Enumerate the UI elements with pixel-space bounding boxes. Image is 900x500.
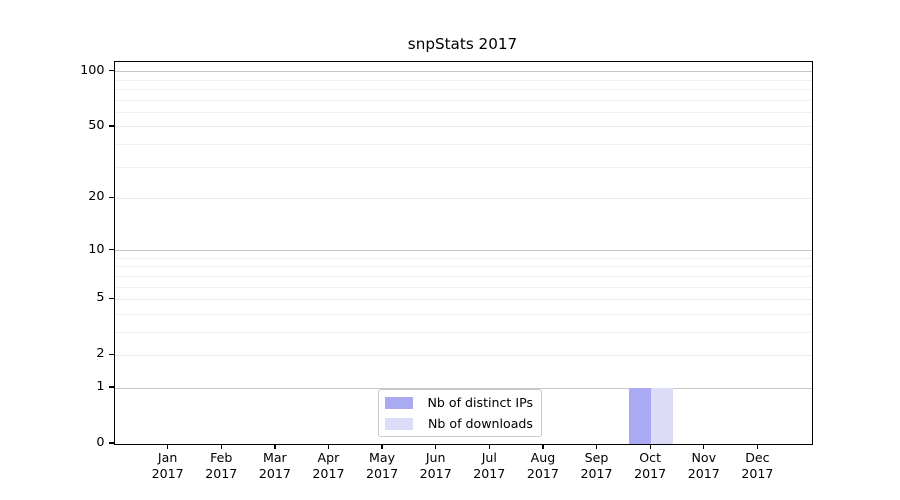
- x-tick-year: 2017: [258, 465, 291, 481]
- x-tick-mark: [542, 444, 544, 450]
- y-tick-mark: [108, 70, 114, 72]
- minor-gridline: [115, 111, 812, 113]
- x-tick-year: 2017: [473, 465, 506, 481]
- minor-gridline: [115, 257, 812, 259]
- x-tick-label: Jun 2017: [404, 450, 468, 481]
- y-tick-mark: [108, 297, 114, 300]
- legend-label: Nb of distinct IPs: [427, 395, 533, 410]
- bar-distinct-ips: [629, 388, 652, 444]
- y-tick-label: 100: [80, 62, 105, 78]
- x-tick-mark: [381, 444, 383, 450]
- x-tick-label: Dec 2017: [725, 450, 789, 481]
- minor-gridline: [115, 166, 812, 168]
- minor-gridline: [115, 331, 812, 333]
- x-tick-month: Jun: [425, 450, 446, 465]
- x-tick-month: Feb: [210, 450, 233, 465]
- x-tick-year: 2017: [419, 465, 452, 481]
- x-tick-month: Oct: [639, 450, 662, 465]
- x-tick-mark: [756, 444, 759, 450]
- y-tick-label: 5: [96, 290, 105, 306]
- y-tick-mark: [108, 386, 114, 388]
- legend-item: Nb of downloads: [385, 415, 533, 432]
- major-gridline: [115, 71, 812, 73]
- x-tick-mark: [595, 444, 598, 450]
- legend-label: Nb of downloads: [427, 416, 533, 431]
- x-tick-label: Oct 2017: [618, 450, 682, 481]
- x-tick-label: Sep 2017: [565, 450, 629, 481]
- x-tick-label: Aug 2017: [511, 450, 575, 481]
- x-tick-month: Mar: [262, 450, 287, 465]
- x-tick-year: 2017: [366, 465, 399, 481]
- minor-gridline: [115, 143, 812, 145]
- x-tick-year: 2017: [526, 465, 559, 481]
- x-tick-month: Sep: [584, 450, 609, 465]
- plot-area: [114, 61, 813, 445]
- x-tick-month: Apr: [317, 450, 340, 465]
- bar-downloads: [651, 388, 674, 444]
- x-tick-label: Jul 2017: [457, 450, 521, 481]
- x-tick-mark: [488, 444, 490, 450]
- x-tick-label: Jan 2017: [136, 450, 200, 481]
- legend: Nb of distinct IPs Nb of downloads: [378, 389, 542, 437]
- major-gridline: [115, 250, 812, 252]
- y-tick-mark: [108, 125, 114, 127]
- x-tick-year: 2017: [741, 465, 774, 481]
- x-tick-label: Mar 2017: [243, 450, 307, 481]
- minor-gridline: [115, 99, 812, 101]
- major-gridline: [115, 298, 812, 300]
- major-gridline: [115, 197, 812, 199]
- minor-gridline: [115, 79, 812, 81]
- x-tick-mark: [703, 444, 705, 450]
- minor-gridline: [115, 275, 812, 277]
- x-tick-label: Apr 2017: [296, 450, 360, 481]
- y-tick-label: 10: [88, 241, 105, 257]
- x-tick-month: Jul: [481, 450, 497, 465]
- y-tick-label: 1: [96, 379, 105, 395]
- x-tick-label: Nov 2017: [672, 450, 736, 481]
- x-tick-mark: [274, 444, 276, 450]
- y-tick-label: 50: [88, 117, 105, 133]
- y-tick-mark: [108, 248, 114, 251]
- x-tick-mark: [649, 444, 651, 450]
- x-tick-mark: [167, 444, 169, 450]
- x-tick-year: 2017: [312, 465, 345, 481]
- x-tick-month: Aug: [530, 450, 556, 465]
- chart-title: snpStats 2017: [407, 35, 518, 53]
- x-tick-year: 2017: [687, 465, 720, 481]
- minor-gridline: [115, 89, 812, 91]
- y-tick-label: 0: [96, 435, 105, 450]
- x-tick-month: Dec: [745, 450, 770, 465]
- x-tick-month: Nov: [691, 450, 717, 465]
- major-gridline: [115, 126, 812, 128]
- x-tick-mark: [220, 444, 222, 450]
- x-tick-month: Jan: [157, 450, 178, 465]
- minor-gridline: [115, 266, 812, 268]
- x-tick-month: May: [369, 450, 396, 465]
- legend-swatch: [385, 396, 413, 409]
- minor-gridline: [115, 286, 812, 288]
- y-tick-label: 2: [96, 346, 105, 362]
- x-tick-year: 2017: [205, 465, 238, 481]
- minor-gridline: [115, 313, 812, 315]
- x-tick-mark: [435, 444, 437, 450]
- y-tick-mark: [108, 442, 114, 444]
- legend-swatch: [385, 417, 413, 430]
- major-gridline: [115, 387, 812, 389]
- y-tick-label: 20: [88, 189, 105, 205]
- x-tick-label: May 2017: [350, 450, 414, 481]
- x-tick-mark: [327, 444, 330, 450]
- major-gridline: [115, 354, 812, 356]
- y-tick-mark: [108, 196, 114, 199]
- x-tick-label: Feb 2017: [189, 450, 253, 481]
- y-tick-mark: [108, 353, 114, 356]
- legend-item: Nb of distinct IPs: [385, 394, 533, 411]
- x-tick-year: 2017: [151, 465, 184, 481]
- x-tick-year: 2017: [634, 465, 667, 481]
- x-tick-year: 2017: [580, 465, 613, 481]
